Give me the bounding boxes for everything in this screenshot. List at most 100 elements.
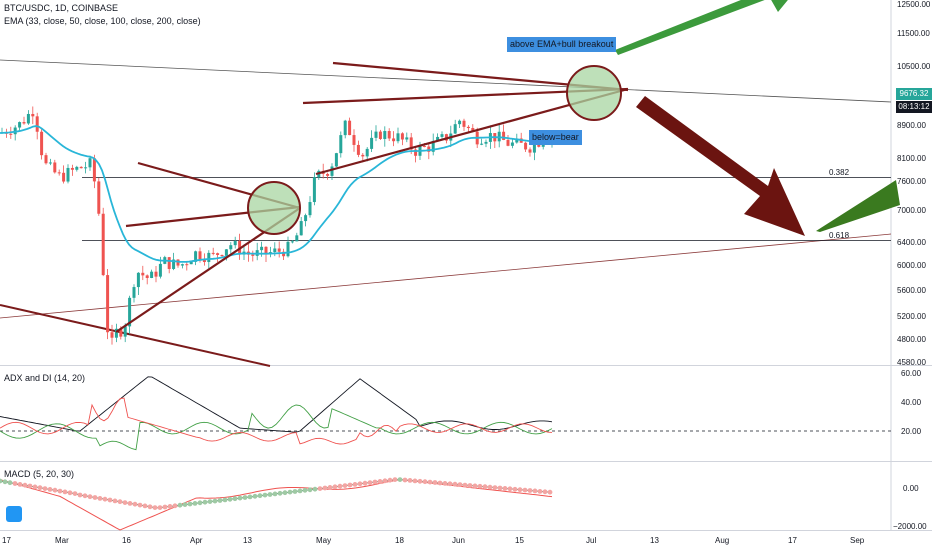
candle-body-68 bbox=[299, 221, 303, 236]
macd-dot-55 bbox=[272, 491, 278, 497]
candle-body-117 bbox=[515, 138, 519, 143]
macd-dot-26 bbox=[127, 501, 133, 506]
macd-dot-83 bbox=[412, 478, 418, 484]
macd-dot-20 bbox=[97, 496, 103, 501]
macd-dot-57 bbox=[282, 490, 288, 496]
candle-body-38 bbox=[167, 257, 171, 269]
macd-dot-24 bbox=[117, 499, 123, 505]
candle-body-44 bbox=[194, 251, 198, 262]
macd-signal-dots bbox=[0, 477, 553, 510]
ema-indicator-label[interactable]: EMA (33, close, 50, close, 100, close, 2… bbox=[4, 16, 201, 26]
macd-dot-13 bbox=[62, 489, 68, 495]
candle-body-31 bbox=[136, 272, 140, 288]
candle-body-109 bbox=[480, 143, 484, 145]
candle-body-34 bbox=[150, 271, 154, 278]
candle-body-45 bbox=[198, 251, 202, 260]
adx-pane-label[interactable]: ADX and DI (14, 20) bbox=[4, 373, 86, 383]
macd-dot-37 bbox=[182, 502, 188, 507]
macd-dot-64 bbox=[317, 486, 323, 491]
upper-trendline bbox=[0, 59, 892, 103]
candle-body-6 bbox=[26, 113, 30, 124]
candle-body-8 bbox=[35, 116, 39, 132]
macd-dot-107 bbox=[532, 488, 538, 494]
macd-dot-74 bbox=[367, 480, 373, 485]
candle-body-66 bbox=[290, 241, 294, 243]
macd-dot-97 bbox=[482, 484, 488, 490]
candle-body-14 bbox=[62, 172, 66, 182]
y-tick-5200: 5200.00 bbox=[897, 312, 926, 321]
candle-body-90 bbox=[396, 133, 400, 142]
macd-dot-65 bbox=[322, 485, 328, 491]
macd-dot-67 bbox=[332, 484, 338, 490]
x-tick-may: May bbox=[316, 536, 331, 545]
candle-body-92 bbox=[405, 137, 409, 140]
macd-dot-66 bbox=[327, 485, 333, 490]
candle-body-2 bbox=[9, 133, 13, 135]
macd-dot-79 bbox=[392, 477, 398, 482]
candle-body-35 bbox=[154, 271, 158, 277]
time-axis: 17 Mar 16 Apr 13 May 18 Jun 15 Jul 13 Au… bbox=[2, 536, 865, 545]
candle-body-100 bbox=[440, 134, 444, 137]
candle-body-52 bbox=[229, 245, 233, 250]
candle-body-20 bbox=[88, 158, 92, 168]
macd-dot-39 bbox=[192, 501, 198, 506]
macd-dot-45 bbox=[222, 497, 228, 503]
candle-body-40 bbox=[176, 259, 180, 266]
candle-body-46 bbox=[202, 259, 206, 263]
macd-dot-69 bbox=[342, 483, 348, 488]
macd-dot-93 bbox=[462, 482, 468, 488]
macd-dot-42 bbox=[207, 499, 213, 504]
candle-body-115 bbox=[506, 139, 510, 146]
candle-body-99 bbox=[436, 136, 440, 141]
candle-body-64 bbox=[282, 251, 286, 257]
macd-dot-68 bbox=[337, 483, 343, 489]
tradingview-logo-icon[interactable] bbox=[6, 506, 22, 522]
x-tick-jul: Jul bbox=[586, 536, 596, 545]
di-plus-line bbox=[0, 404, 553, 451]
candle-body-17 bbox=[75, 166, 79, 170]
x-tick-mar: Mar bbox=[55, 536, 69, 545]
y-tick-8100: 8100.00 bbox=[897, 154, 926, 163]
macd-dot-106 bbox=[527, 488, 533, 493]
macd-dot-15 bbox=[72, 491, 78, 496]
bear-note: below=bear bbox=[529, 130, 582, 145]
macd-dot-40 bbox=[197, 500, 203, 506]
macd-dot-22 bbox=[107, 497, 113, 503]
candle-body-93 bbox=[409, 137, 413, 150]
candle-body-75 bbox=[330, 166, 334, 176]
macd-dot-110 bbox=[547, 489, 553, 495]
macd-dot-98 bbox=[487, 484, 493, 490]
macd-dot-82 bbox=[407, 478, 413, 483]
candle-body-85 bbox=[374, 131, 378, 138]
x-tick-sep: Sep bbox=[850, 536, 865, 545]
macd-dot-47 bbox=[232, 496, 238, 502]
candle-body-88 bbox=[387, 131, 391, 139]
y-tick-12500: 12500.00 bbox=[897, 0, 931, 9]
breakout-circle-april bbox=[247, 181, 301, 235]
candle-body-16 bbox=[70, 167, 74, 170]
candle-body-89 bbox=[392, 138, 396, 142]
candle-body-7 bbox=[31, 113, 35, 117]
candle-body-23 bbox=[101, 213, 105, 276]
macd-pane-label[interactable]: MACD (5, 20, 30) bbox=[4, 469, 75, 479]
macd-dot-90 bbox=[447, 481, 453, 487]
candle-body-106 bbox=[466, 126, 470, 129]
x-tick-16: 16 bbox=[122, 536, 131, 545]
candle-body-50 bbox=[220, 255, 224, 257]
macd-dot-34 bbox=[167, 504, 173, 509]
macd-dot-72 bbox=[357, 481, 363, 487]
macd-dot-75 bbox=[372, 479, 378, 485]
macd-dot-25 bbox=[122, 500, 128, 505]
macd-dot-3 bbox=[12, 481, 18, 486]
x-tick-13b: 13 bbox=[650, 536, 659, 545]
macd-dot-95 bbox=[472, 483, 478, 489]
candle-body-122 bbox=[537, 143, 541, 147]
candle-body-26 bbox=[114, 328, 118, 338]
macd-dot-38 bbox=[187, 501, 193, 507]
candle-body-82 bbox=[361, 154, 365, 157]
fib-label-0382: 0.382 bbox=[829, 168, 850, 177]
macd-dot-53 bbox=[262, 492, 268, 498]
macd-dot-30 bbox=[147, 504, 153, 510]
candle-body-81 bbox=[356, 144, 360, 155]
x-tick-18: 18 bbox=[395, 536, 404, 545]
